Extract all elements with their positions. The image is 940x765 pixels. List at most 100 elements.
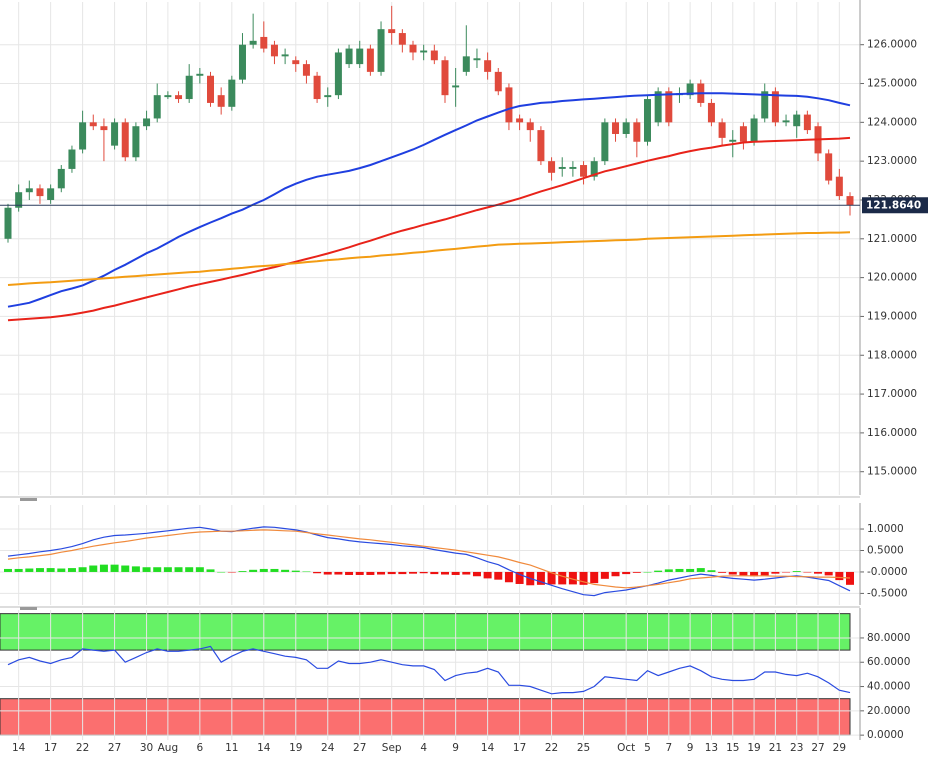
histogram-bar — [771, 571, 780, 574]
histogram-bar — [451, 571, 460, 575]
x-tick-label: 11 — [225, 742, 238, 754]
histogram-bar — [281, 569, 290, 572]
histogram-bar — [430, 571, 439, 575]
histogram-bar — [547, 571, 556, 585]
y-tick-label: 120.0000 — [867, 272, 917, 284]
x-tick-label: 4 — [420, 742, 427, 754]
x-tick-label: 22 — [76, 742, 89, 754]
line — [7, 92, 851, 308]
last-price-box — [862, 197, 928, 214]
candle-body — [164, 95, 172, 98]
histogram-bar — [270, 568, 279, 572]
x-tick-label: 9 — [452, 742, 459, 754]
histogram-bar — [121, 565, 130, 572]
histogram-bar — [409, 571, 418, 574]
candle-body — [196, 73, 204, 76]
histogram-bar — [675, 568, 684, 572]
candle-body — [665, 91, 673, 123]
x-tick-label: 22 — [545, 742, 558, 754]
candle-body — [494, 71, 502, 92]
x-tick-label: 9 — [687, 742, 694, 754]
histogram-bar — [206, 569, 215, 572]
histogram-bar — [398, 571, 407, 575]
histogram-bar — [686, 568, 695, 572]
candle-body — [143, 118, 151, 127]
histogram-bar — [472, 571, 481, 577]
candle-body — [238, 44, 246, 80]
histogram-bar — [185, 567, 194, 572]
histogram-bar — [291, 570, 300, 572]
histogram-bar — [728, 571, 737, 575]
candle-body — [601, 122, 609, 162]
y-tick-label: -0.5000 — [867, 587, 908, 599]
x-tick-label: 29 — [833, 742, 846, 754]
candle-body — [25, 188, 33, 193]
candle-body — [111, 122, 119, 146]
histogram-bar — [249, 569, 258, 572]
x-tick-label: 25 — [577, 742, 590, 754]
y-tick-label: 116.0000 — [867, 427, 917, 439]
y-tick-label: 124.0000 — [867, 116, 917, 128]
histogram-bar — [67, 568, 76, 572]
y-tick-label: -0.0000 — [867, 566, 908, 578]
x-tick-label: 6 — [197, 742, 204, 754]
zone — [0, 613, 851, 651]
histogram-bar — [153, 567, 162, 572]
candle-body — [473, 58, 481, 61]
candle-body — [718, 122, 726, 138]
candle-body — [409, 44, 417, 53]
candle-body — [526, 122, 534, 131]
histogram-bar — [536, 571, 545, 585]
zone — [0, 698, 851, 736]
candle-body — [782, 120, 790, 123]
histogram-bar — [824, 571, 833, 576]
candle-body — [36, 188, 44, 197]
candle-body — [516, 118, 524, 123]
x-tick-label: 24 — [321, 742, 335, 754]
y-tick-label: 0.5000 — [867, 544, 904, 556]
histogram-bar — [131, 566, 140, 572]
histogram-bar — [217, 571, 226, 573]
candle-body — [686, 83, 694, 96]
histogram-bar — [504, 571, 513, 583]
candle-body — [729, 139, 737, 142]
histogram-bar — [4, 568, 12, 572]
histogram-bar — [142, 567, 151, 572]
x-tick-label: 15 — [726, 742, 739, 754]
panel: 0.0000 20.0000 40.0000 60.0000 80.0000 — [0, 608, 910, 741]
x-tick-label: Sep — [382, 742, 402, 754]
line — [7, 529, 851, 589]
candle-body — [622, 122, 630, 134]
y-tick-label: 1.0000 — [867, 523, 904, 535]
y-tick-label: 115.0000 — [867, 466, 917, 478]
candle-body — [175, 95, 183, 100]
histogram-bar — [590, 571, 599, 584]
candle-body — [793, 114, 801, 127]
panel-grip — [20, 498, 37, 501]
candle-body — [270, 44, 278, 57]
candle-body — [612, 122, 620, 134]
histogram-bar — [814, 571, 823, 574]
histogram-bar — [163, 567, 172, 572]
histogram-bar — [846, 571, 854, 585]
histogram-bar — [345, 571, 354, 575]
candle-body — [302, 64, 310, 76]
histogram-bar — [515, 571, 524, 584]
candle-body — [633, 122, 641, 142]
candle-body — [484, 60, 492, 72]
x-tick-label: 14 — [257, 742, 271, 754]
candle-body — [47, 188, 55, 200]
candle-body — [57, 168, 65, 189]
x-tick-label: Oct — [617, 742, 635, 754]
histogram-bar — [803, 571, 812, 573]
histogram-bar — [643, 571, 652, 573]
y-tick-label: 0.0000 — [867, 729, 904, 741]
candle-body — [825, 153, 833, 181]
histogram-bar — [25, 568, 34, 572]
histogram-bar — [57, 568, 66, 572]
histogram-bar — [579, 571, 588, 585]
candle-body — [281, 54, 289, 57]
histogram-bar — [195, 567, 204, 572]
x-tick-label: 21 — [769, 742, 782, 754]
